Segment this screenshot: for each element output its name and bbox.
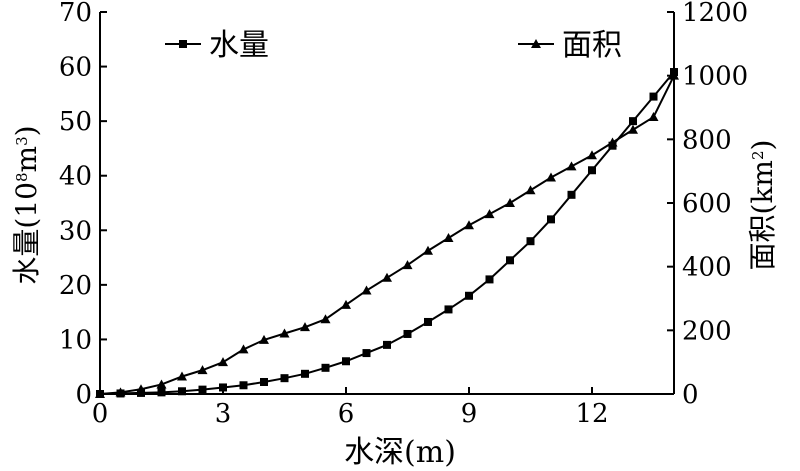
y-left-tick-label: 50 <box>59 107 92 137</box>
area-point <box>218 357 228 367</box>
area-point <box>484 209 495 219</box>
y-left-tick-label: 70 <box>59 0 92 28</box>
y-right-label-base: 面积(km <box>746 160 779 270</box>
area-point <box>648 112 659 122</box>
area-point <box>607 137 618 147</box>
y-left-tick-label: 40 <box>59 162 92 192</box>
ticks: 0 3 6 9 12 0 10 20 30 40 50 60 70 0 200 400 600 800 1000 12… <box>59 0 748 429</box>
water-volume-point <box>465 291 473 300</box>
area-point <box>279 328 290 338</box>
water-volume-point <box>219 383 227 392</box>
y-right-tick-label: 0 <box>682 380 699 410</box>
y-left-axis-label: 水量(108m3) <box>10 125 43 284</box>
area-point <box>669 70 679 80</box>
water-volume-point <box>403 329 412 338</box>
y-left-tick-label: 20 <box>59 271 92 301</box>
area-point <box>177 371 187 381</box>
area-point <box>238 344 249 354</box>
water-volume-point <box>424 317 432 326</box>
y-left-label-sup1: 8 <box>13 172 31 182</box>
area-point <box>197 365 208 375</box>
water-volume-point <box>588 166 596 175</box>
y-left-tick-label: 60 <box>59 53 92 83</box>
y-right-label-sup: 2 <box>749 150 767 160</box>
area-point <box>300 322 310 332</box>
area-point <box>546 172 556 182</box>
y-left-label-base: 水量(10 <box>10 182 43 285</box>
area-point <box>341 299 351 309</box>
y-right-tick-label: 200 <box>682 316 732 346</box>
water-volume-point <box>649 92 658 101</box>
area-point <box>525 185 536 195</box>
water-volume-point <box>362 349 371 358</box>
area-point <box>156 379 167 389</box>
legend-marker-area <box>531 39 541 48</box>
y-left-tick-label: 0 <box>75 380 92 410</box>
area-point <box>95 389 105 398</box>
area-point <box>402 260 413 270</box>
y-left-tick-label: 30 <box>59 216 92 246</box>
y-right-tick-label: 1000 <box>682 62 748 92</box>
y-right-tick-label: 800 <box>682 125 732 155</box>
x-tick-label: 0 <box>92 399 109 429</box>
water-volume-point <box>157 388 166 397</box>
area-point <box>320 314 331 324</box>
water-volume-point <box>547 215 555 224</box>
water-volume-point <box>526 237 535 246</box>
area-point <box>361 285 372 295</box>
x-tick-label: 12 <box>575 399 608 429</box>
water-volume-point <box>198 385 207 394</box>
area-point <box>505 198 515 207</box>
legend-marker-water-volume <box>179 40 187 48</box>
area-point <box>464 220 474 230</box>
area-point <box>136 384 146 394</box>
x-tick-label: 3 <box>215 399 232 429</box>
y-right-tick-label: 1200 <box>682 0 748 28</box>
water-volume-point <box>301 369 309 378</box>
water-volume-point <box>178 387 186 396</box>
area-point <box>382 272 392 282</box>
axes <box>99 12 675 395</box>
water-volume-point <box>280 374 289 383</box>
y-left-label-mid: m <box>10 146 43 173</box>
legend-label-area: 面积 <box>562 28 622 63</box>
series <box>95 68 679 398</box>
water-volume-point <box>260 377 268 386</box>
x-axis-label: 水深(m) <box>344 435 456 470</box>
water-volume-point <box>342 357 350 366</box>
legend-label-water-volume: 水量 <box>209 28 269 63</box>
y-left-label-sup2: 3 <box>13 136 31 146</box>
x-tick-label: 6 <box>338 399 355 429</box>
water-volume-point <box>383 340 391 349</box>
water-volume-point <box>506 256 514 265</box>
y-right-tick-label: 400 <box>682 253 732 283</box>
water-volume-point <box>239 381 248 390</box>
area-point <box>115 387 126 397</box>
area-point <box>443 233 454 243</box>
water-volume-point <box>444 305 453 314</box>
y-right-axis-label: 面积(km2) <box>746 140 779 271</box>
water-volume-point <box>567 190 576 199</box>
area-point <box>259 334 269 344</box>
water-volume-point <box>321 363 330 372</box>
y-right-tick-label: 600 <box>682 189 732 219</box>
area-point <box>628 124 638 134</box>
y-left-tick-label: 10 <box>59 325 92 355</box>
water-volume-point <box>629 117 637 126</box>
area-point <box>423 245 433 255</box>
y-left-label-end: ) <box>10 125 43 136</box>
x-tick-label: 9 <box>461 399 478 429</box>
legend: 水量 面积 <box>165 28 622 63</box>
area-point <box>566 161 577 171</box>
water-volume-point <box>485 275 494 284</box>
area-point <box>587 150 597 160</box>
y-right-label-end: ) <box>746 140 779 151</box>
